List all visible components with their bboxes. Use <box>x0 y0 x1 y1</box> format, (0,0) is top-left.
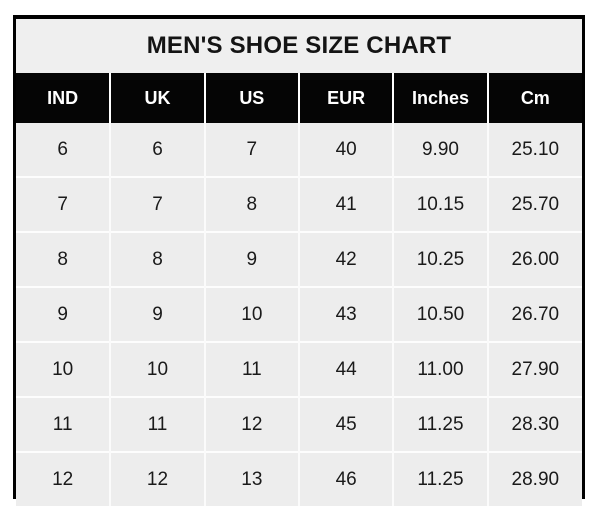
size-chart-container: MEN'S SHOE SIZE CHART IND UK US EUR Inch… <box>13 15 585 506</box>
column-header-uk: UK <box>110 73 206 123</box>
cell-ind: 6 <box>16 123 112 177</box>
cell-inches: 9.90 <box>393 123 489 177</box>
cell-ind: 8 <box>16 231 112 287</box>
table-row: 6 6 7 40 9.90 25.10 <box>16 123 582 177</box>
cell-inches: 10.50 <box>393 286 489 342</box>
column-header-ind: IND <box>16 73 112 123</box>
cell-cm: 26.00 <box>487 231 582 287</box>
table-row: 7 7 8 41 10.15 25.70 <box>16 176 582 232</box>
cell-inches: 11.00 <box>393 341 489 397</box>
cell-uk: 6 <box>110 123 206 177</box>
cell-cm: 25.10 <box>487 123 582 177</box>
cell-eur: 44 <box>298 341 395 397</box>
cell-us: 12 <box>204 396 300 452</box>
cell-us: 8 <box>204 176 300 232</box>
cell-eur: 41 <box>298 176 395 232</box>
cell-ind: 12 <box>16 451 112 506</box>
table-row: 8 8 9 42 10.25 26.00 <box>16 231 582 287</box>
column-header-us: US <box>204 73 300 123</box>
cell-cm: 28.30 <box>487 396 582 452</box>
cell-us: 9 <box>204 231 300 287</box>
shoe-size-table: MEN'S SHOE SIZE CHART IND UK US EUR Inch… <box>16 19 582 506</box>
cell-us: 7 <box>204 123 300 177</box>
cell-uk: 9 <box>110 286 206 342</box>
cell-eur: 40 <box>298 123 395 177</box>
column-header-eur: EUR <box>298 73 395 123</box>
cell-cm: 27.90 <box>487 341 582 397</box>
column-header-cm: Cm <box>487 73 582 123</box>
column-header-inches: Inches <box>393 73 489 123</box>
title-row: MEN'S SHOE SIZE CHART <box>16 19 582 73</box>
cell-inches: 10.25 <box>393 231 489 287</box>
header-row: IND UK US EUR Inches Cm <box>16 73 582 123</box>
cell-uk: 12 <box>110 451 206 506</box>
table-row: 9 9 10 43 10.50 26.70 <box>16 286 582 342</box>
cell-us: 13 <box>204 451 300 506</box>
cell-inches: 11.25 <box>393 451 489 506</box>
cell-uk: 10 <box>110 341 206 397</box>
cell-ind: 7 <box>16 176 112 232</box>
cell-uk: 7 <box>110 176 206 232</box>
cell-inches: 11.25 <box>393 396 489 452</box>
table-head: MEN'S SHOE SIZE CHART <box>16 19 582 73</box>
cell-uk: 11 <box>110 396 206 452</box>
cell-uk: 8 <box>110 231 206 287</box>
cell-ind: 11 <box>16 396 112 452</box>
cell-eur: 43 <box>298 286 395 342</box>
cell-inches: 10.15 <box>393 176 489 232</box>
chart-title: MEN'S SHOE SIZE CHART <box>16 19 582 73</box>
cell-eur: 46 <box>298 451 395 506</box>
cell-ind: 9 <box>16 286 112 342</box>
table-row: 12 12 13 46 11.25 28.90 <box>16 451 582 506</box>
cell-eur: 42 <box>298 231 395 287</box>
cell-us: 11 <box>204 341 300 397</box>
cell-ind: 10 <box>16 341 112 397</box>
column-header-row: IND UK US EUR Inches Cm <box>16 73 582 123</box>
table-row: 11 11 12 45 11.25 28.30 <box>16 396 582 452</box>
table-row: 10 10 11 44 11.00 27.90 <box>16 341 582 397</box>
cell-cm: 28.90 <box>487 451 582 506</box>
cell-cm: 26.70 <box>487 286 582 342</box>
table-body: 6 6 7 40 9.90 25.10 7 7 8 41 10.15 25.70… <box>16 123 582 506</box>
cell-eur: 45 <box>298 396 395 452</box>
cell-cm: 25.70 <box>487 176 582 232</box>
cell-us: 10 <box>204 286 300 342</box>
